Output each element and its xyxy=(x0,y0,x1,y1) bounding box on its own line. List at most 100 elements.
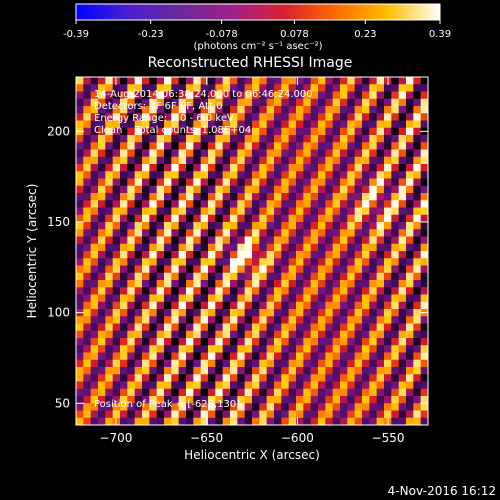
heatmap-cell xyxy=(281,330,290,339)
heatmap-cell xyxy=(120,359,128,368)
heatmap-cell xyxy=(347,323,356,332)
heatmap-cell xyxy=(156,345,165,353)
heatmap-cell xyxy=(222,309,231,317)
heatmap-cell xyxy=(215,127,224,136)
heatmap-cell xyxy=(186,149,194,158)
heatmap-cell xyxy=(112,410,121,419)
heatmap-cell xyxy=(120,258,128,266)
heatmap-cell xyxy=(274,374,282,382)
heatmap-cell xyxy=(105,265,114,274)
heatmap-cell xyxy=(98,417,106,426)
heatmap-cell xyxy=(98,251,106,259)
heatmap-cell xyxy=(142,164,150,172)
heatmap-cell xyxy=(134,309,143,317)
heatmap-cell xyxy=(215,164,224,172)
heatmap-cell xyxy=(186,200,194,208)
heatmap-cell xyxy=(406,258,414,266)
heatmap-cell xyxy=(296,178,304,187)
heatmap-cell xyxy=(134,207,143,216)
heatmap-cell xyxy=(296,388,304,397)
heatmap-cell xyxy=(164,410,172,419)
heatmap-cell xyxy=(127,243,136,252)
heatmap-cell xyxy=(178,185,187,194)
heatmap-cell xyxy=(178,164,187,172)
heatmap-cell xyxy=(127,316,136,324)
heatmap-cell xyxy=(171,229,180,237)
heatmap-cell xyxy=(164,287,172,295)
heatmap-cell xyxy=(310,243,319,252)
heatmap-cell xyxy=(340,164,348,172)
heatmap-cell xyxy=(391,287,400,295)
heatmap-cell xyxy=(259,316,268,324)
heatmap-cell xyxy=(149,171,158,179)
heatmap-cell xyxy=(406,113,414,121)
heatmap-cell xyxy=(310,258,319,266)
heatmap-cell xyxy=(391,352,400,361)
heatmap-cell xyxy=(90,410,99,419)
heatmap-cell xyxy=(362,381,370,390)
heatmap-cell xyxy=(215,367,224,375)
heatmap-cell xyxy=(83,323,92,332)
heatmap-cell xyxy=(244,403,253,411)
heatmap-cell xyxy=(208,251,216,259)
heatmap-cell xyxy=(90,149,99,158)
heatmap-cell xyxy=(325,106,334,114)
heatmap-cell xyxy=(266,294,275,303)
heatmap-cell xyxy=(98,309,106,317)
heatmap-cell xyxy=(237,214,246,223)
heatmap-cell xyxy=(83,243,92,252)
heatmap-cell xyxy=(296,106,304,114)
heatmap-cell xyxy=(112,142,121,150)
heatmap-cell xyxy=(274,193,282,201)
heatmap-cell xyxy=(413,381,422,390)
heatmap-cell xyxy=(208,113,216,121)
heatmap-cell xyxy=(413,214,422,223)
heatmap-cell xyxy=(142,359,150,368)
heatmap-cell xyxy=(98,338,106,346)
heatmap-cell xyxy=(420,381,429,390)
heatmap-cell xyxy=(332,330,341,339)
heatmap-cell xyxy=(200,207,209,216)
heatmap-cell xyxy=(252,388,260,397)
heatmap-cell xyxy=(252,185,260,194)
heatmap-cell xyxy=(222,243,231,252)
heatmap-cell xyxy=(120,106,128,114)
heatmap-cell xyxy=(310,359,319,368)
heatmap-cell xyxy=(178,309,187,317)
heatmap-cell xyxy=(354,164,363,172)
heatmap-cell xyxy=(112,149,121,158)
heatmap-cell xyxy=(127,98,136,107)
heatmap-cell xyxy=(340,309,348,317)
heatmap-cell xyxy=(164,388,172,397)
heatmap-cell xyxy=(90,301,99,310)
heatmap-cell xyxy=(164,280,172,288)
heatmap-cell xyxy=(178,403,187,411)
heatmap-cell xyxy=(193,388,202,397)
heatmap-cell xyxy=(296,120,304,129)
heatmap-cell xyxy=(142,127,150,136)
heatmap-cell xyxy=(376,185,385,194)
heatmap-cell xyxy=(156,396,165,404)
heatmap-cell xyxy=(200,214,209,223)
heatmap-cell xyxy=(266,120,275,129)
heatmap-cell xyxy=(200,287,209,295)
heatmap-cell xyxy=(391,207,400,216)
heatmap-cell xyxy=(362,323,370,332)
heatmap-cell xyxy=(362,316,370,324)
heatmap-cell xyxy=(318,367,326,375)
heatmap-cell xyxy=(186,265,194,274)
heatmap-cell xyxy=(354,417,363,426)
heatmap-cell xyxy=(149,91,158,100)
heatmap-cell xyxy=(303,396,312,404)
heatmap-cell xyxy=(178,316,187,324)
heatmap-cell xyxy=(325,352,334,361)
heatmap-cell xyxy=(310,200,319,208)
heatmap-cell xyxy=(303,120,312,129)
heatmap-cell xyxy=(406,251,414,259)
heatmap-cell xyxy=(354,243,363,252)
heatmap-cell xyxy=(222,149,231,158)
heatmap-cell xyxy=(318,178,326,187)
heatmap-cell xyxy=(105,323,114,332)
heatmap-cell xyxy=(127,91,136,100)
